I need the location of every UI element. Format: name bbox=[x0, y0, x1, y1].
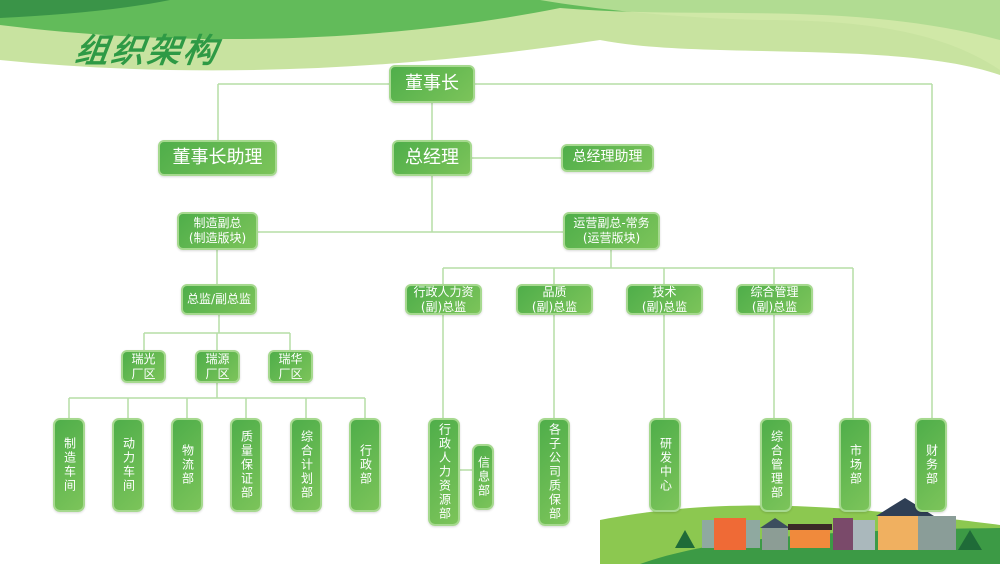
node-director[interactable]: 总监/副总监 bbox=[181, 284, 257, 315]
node-label: 综合管理 bbox=[750, 284, 799, 299]
node-mfg-dept[interactable]: 质量保证部 bbox=[230, 418, 262, 512]
node-label: 运营副总-常务 bbox=[573, 216, 650, 230]
node-mfg-dept[interactable]: 动力车间 bbox=[112, 418, 144, 512]
node-ops-dept[interactable]: 各子公司质保部 bbox=[538, 418, 570, 526]
node-ops-director[interactable]: 技术 (副)总监 bbox=[626, 284, 703, 315]
node-label: 瑞光 bbox=[131, 351, 156, 366]
node-operations-vp[interactable]: 运营副总-常务 (运营版块) bbox=[563, 212, 660, 250]
node-factory[interactable]: 瑞华 厂区 bbox=[268, 350, 313, 383]
node-label: (副)总监 bbox=[531, 299, 578, 314]
node-label: 制造副总 bbox=[193, 216, 242, 230]
node-mfg-dept[interactable]: 综合计划部 bbox=[290, 418, 322, 512]
node-label: 品质 bbox=[542, 284, 567, 299]
node-label: 瑞华 bbox=[278, 351, 303, 366]
node-ops-director[interactable]: 综合管理 (副)总监 bbox=[736, 284, 813, 315]
page-title: 组织架构 bbox=[72, 31, 223, 70]
node-ops-dept[interactable]: 行政人力资源部 bbox=[428, 418, 460, 526]
node-manufacturing-vp[interactable]: 制造副总 (制造版块) bbox=[177, 212, 258, 250]
node-general-manager[interactable]: 总经理 bbox=[392, 140, 472, 176]
node-ops-dept[interactable]: 研发中心 bbox=[649, 418, 681, 512]
node-ops-director[interactable]: 品质 (副)总监 bbox=[516, 284, 593, 315]
node-mfg-dept[interactable]: 物流部 bbox=[171, 418, 203, 512]
node-mfg-dept[interactable]: 制造车间 bbox=[53, 418, 85, 512]
node-label: (副)总监 bbox=[751, 299, 798, 314]
node-label: 厂区 bbox=[205, 366, 230, 381]
node-chairman[interactable]: 董事长 bbox=[389, 65, 475, 103]
node-label: 厂区 bbox=[131, 366, 156, 381]
node-factory[interactable]: 瑞源 厂区 bbox=[195, 350, 240, 383]
node-label: (运营版块) bbox=[582, 231, 641, 245]
node-ops-director[interactable]: 行政人力资 (副)总监 bbox=[405, 284, 482, 315]
node-label: 行政人力资 bbox=[413, 284, 474, 299]
houses-illustration bbox=[675, 498, 982, 550]
node-factory[interactable]: 瑞光 厂区 bbox=[121, 350, 166, 383]
node-label: (副)总监 bbox=[420, 299, 467, 314]
node-ops-dept[interactable]: 财务部 bbox=[915, 418, 947, 512]
node-label: 技术 bbox=[652, 284, 677, 299]
node-ops-dept[interactable]: 信息部 bbox=[472, 444, 494, 510]
node-label: (制造版块) bbox=[188, 231, 247, 245]
node-gm-assistant[interactable]: 总经理助理 bbox=[561, 144, 654, 172]
node-label: (副)总监 bbox=[641, 299, 688, 314]
node-mfg-dept[interactable]: 行政部 bbox=[349, 418, 381, 512]
node-chairman-assistant[interactable]: 董事长助理 bbox=[158, 140, 277, 176]
node-ops-dept[interactable]: 综合管理部 bbox=[760, 418, 792, 512]
node-ops-dept[interactable]: 市场部 bbox=[839, 418, 871, 512]
node-label: 厂区 bbox=[278, 366, 303, 381]
node-label: 瑞源 bbox=[205, 351, 230, 366]
